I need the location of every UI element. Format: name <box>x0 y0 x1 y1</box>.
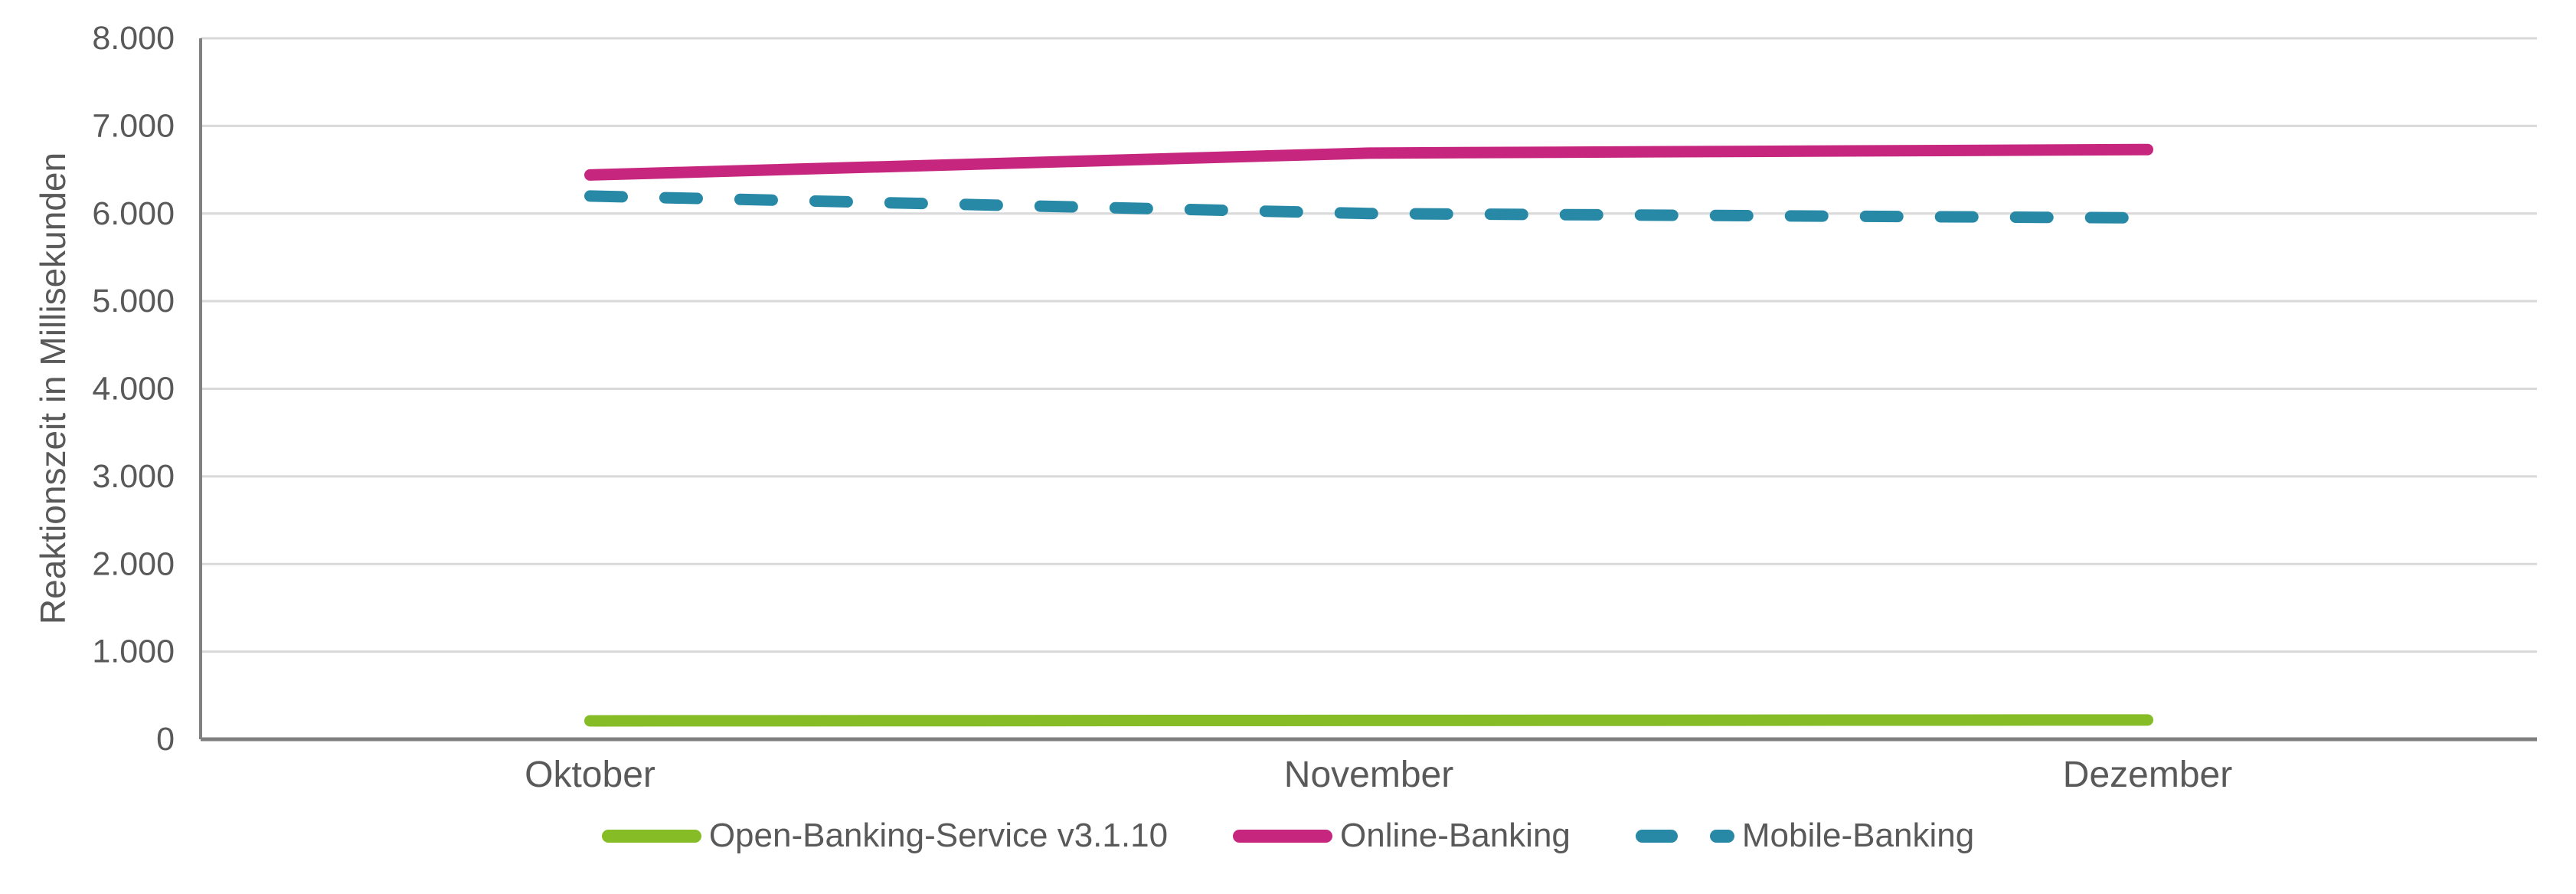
x-tick-label: Oktober <box>525 755 655 795</box>
y-tick-labels: 0 1.000 2.000 3.000 4.000 5.000 6.000 7.000 8.00… <box>92 20 175 758</box>
legend-label: Online-Banking <box>1340 817 1571 854</box>
series-line-solid <box>584 714 2153 727</box>
gridlines <box>201 37 2537 653</box>
y-tick-label: 7.000 <box>92 107 175 144</box>
legend-swatch-dashed <box>1635 829 1734 843</box>
y-tick-label: 8.000 <box>92 20 175 57</box>
legend-item: Online-Banking <box>1233 817 1571 855</box>
legend-label: Mobile-Banking <box>1741 817 1975 854</box>
y-axis-title: Reaktionszeit in Millisekunden <box>33 152 73 624</box>
y-tick-label: 1.000 <box>92 634 175 670</box>
y-tick-label: 6.000 <box>92 195 175 232</box>
x-tick-label: Dezember <box>2063 755 2232 795</box>
y-tick-label: 3.000 <box>92 458 175 495</box>
legend-swatch-segment <box>1709 829 1734 843</box>
legend: Open-Banking-Service v3.1.10 Online-Banki… <box>0 817 2576 855</box>
legend-swatch-segment <box>1635 829 1678 843</box>
y-tick-label: 4.000 <box>92 371 175 408</box>
y-tick-label: 0 <box>156 721 175 758</box>
legend-swatch-segment <box>601 829 701 843</box>
legend-item: Mobile-Banking <box>1635 817 1975 855</box>
series-line-solid <box>584 143 2153 181</box>
legend-item: Open-Banking-Service v3.1.10 <box>601 817 1169 855</box>
x-tick-labels: Oktober November Dezember <box>525 755 2232 795</box>
legend-swatch-segment <box>1233 829 1333 843</box>
series-lines <box>584 143 2153 727</box>
legend-label: Open-Banking-Service v3.1.10 <box>708 817 1169 854</box>
legend-swatch-solid <box>1233 829 1333 843</box>
y-tick-label: 5.000 <box>92 283 175 319</box>
legend-swatch-solid <box>601 829 701 843</box>
y-tick-label: 2.000 <box>92 545 175 582</box>
x-tick-label: November <box>1284 755 1453 795</box>
series-line-dashed <box>584 190 2153 224</box>
